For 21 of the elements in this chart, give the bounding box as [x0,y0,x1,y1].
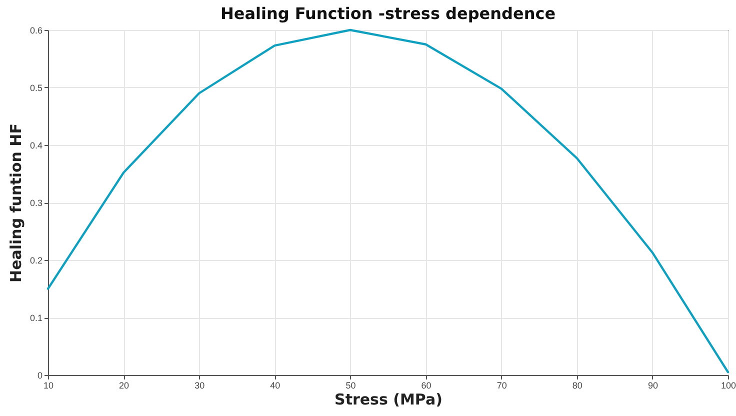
y-axis-title: Healing funtion HF [6,124,25,282]
x-tick-label: 90 [648,380,658,390]
y-tick-label: 0.6 [30,26,42,36]
x-tick-label: 80 [572,380,582,390]
x-axis-title: Stress (MPa) [334,390,442,408]
y-tick-label: 0.3 [30,198,42,208]
y-tick-label: 0.4 [30,140,42,150]
x-tick-label: 100 [720,380,736,390]
chart-title: Healing Function -stress dependence [220,4,556,23]
x-tick-label: 30 [194,380,205,390]
x-tick-label: 40 [270,380,280,390]
y-tick-label: 0.5 [30,83,42,93]
x-tick-label: 50 [346,380,356,390]
x-tick-label: 10 [43,380,54,390]
x-tick-label: 20 [119,380,130,390]
line-series [46,28,730,374]
x-tick-label: 60 [421,380,432,390]
y-tick-label: 0.2 [30,256,42,266]
x-tick-label: 70 [496,380,507,390]
y-tick-label: 0 [37,370,42,380]
y-tick-label: 0.1 [30,313,42,323]
